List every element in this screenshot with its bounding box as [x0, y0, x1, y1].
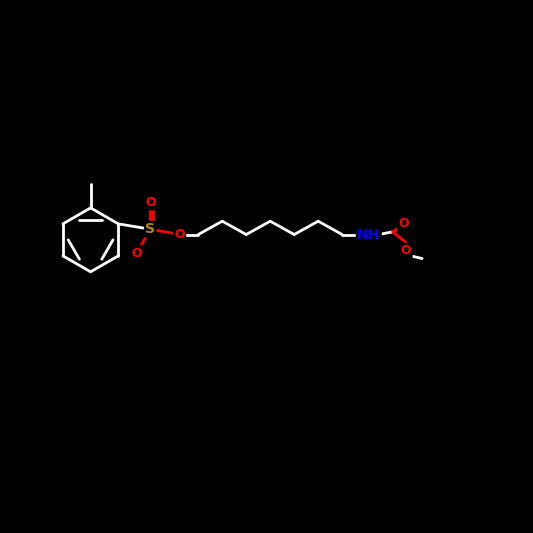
- Text: S: S: [146, 222, 155, 236]
- Text: O: O: [132, 247, 142, 260]
- Text: O: O: [145, 196, 156, 209]
- Text: O: O: [174, 228, 185, 241]
- Text: O: O: [398, 217, 409, 230]
- Text: NH: NH: [357, 228, 381, 241]
- Text: O: O: [401, 244, 411, 257]
